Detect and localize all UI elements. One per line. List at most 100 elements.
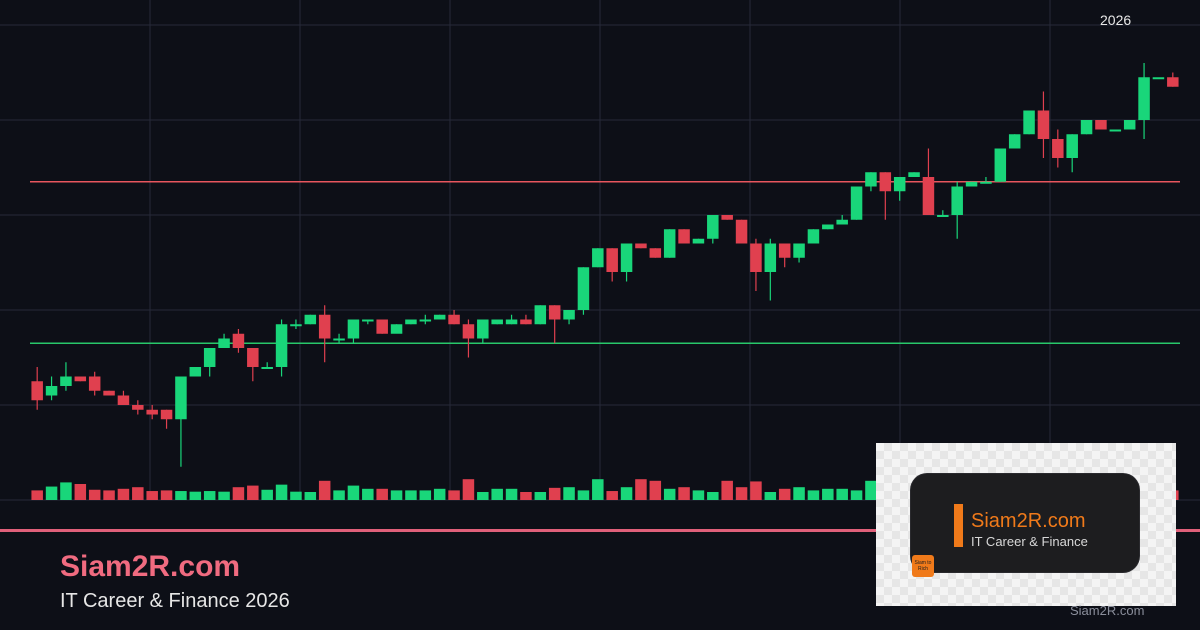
candle xyxy=(965,181,978,187)
candle xyxy=(261,362,273,369)
candle xyxy=(1037,91,1050,158)
candle-body xyxy=(793,243,805,258)
candle xyxy=(433,314,446,320)
candle-body xyxy=(419,319,432,322)
candle xyxy=(592,248,604,268)
candle xyxy=(548,305,561,344)
candle-body xyxy=(74,376,87,382)
candle-body xyxy=(1109,129,1122,132)
candle xyxy=(31,367,43,410)
candle xyxy=(1152,77,1165,80)
candle-body xyxy=(203,348,216,367)
volume-bar xyxy=(74,484,87,500)
volume-bar xyxy=(247,485,259,500)
volume-bar xyxy=(103,490,115,500)
candle xyxy=(117,390,130,405)
candle xyxy=(520,314,532,325)
candle-body xyxy=(376,319,388,334)
candle xyxy=(146,405,158,420)
candle xyxy=(922,148,935,215)
year-label: 2026 xyxy=(1100,12,1132,28)
candle xyxy=(793,243,805,263)
candle xyxy=(362,319,374,325)
candle-body xyxy=(247,348,259,367)
volume-bar xyxy=(663,488,676,500)
volume-bar xyxy=(534,492,547,500)
candle-body xyxy=(1167,77,1179,87)
candle xyxy=(678,229,690,244)
volume-bar xyxy=(376,488,388,500)
candle xyxy=(491,319,503,325)
candle xyxy=(88,371,101,396)
volume-bar xyxy=(117,488,130,500)
candle xyxy=(893,177,906,201)
volume-bar xyxy=(721,480,733,500)
candle xyxy=(1138,63,1150,139)
candle-body xyxy=(534,305,547,325)
candle-body xyxy=(577,267,590,310)
volume-bar xyxy=(793,487,805,500)
logo-title: Siam2R.com xyxy=(971,510,1086,532)
volume-bar xyxy=(189,491,202,500)
price-levels xyxy=(30,181,1180,344)
candle-body xyxy=(117,395,130,405)
candle xyxy=(721,215,733,220)
candle xyxy=(1066,134,1078,173)
candle xyxy=(850,186,863,220)
logo-bar-icon xyxy=(954,504,963,547)
volume-bar xyxy=(735,487,748,500)
candle-body xyxy=(620,243,633,272)
candle xyxy=(1167,72,1179,87)
volume-bar xyxy=(822,488,834,500)
candle xyxy=(1023,110,1035,135)
volume-bar xyxy=(390,490,403,500)
candle xyxy=(419,314,432,325)
candle-body xyxy=(865,172,877,187)
volume-bar xyxy=(60,482,72,500)
volume-bar xyxy=(505,488,518,500)
candle-body xyxy=(937,215,949,217)
candle-body xyxy=(520,319,532,325)
volume-bar xyxy=(577,490,590,500)
volume-bar xyxy=(462,479,475,500)
brand-title: Siam2R.com xyxy=(60,550,241,583)
volume-bar xyxy=(491,488,503,500)
volume-bar xyxy=(649,480,662,500)
volume-bar xyxy=(678,487,690,500)
candle-body xyxy=(60,376,72,386)
volume-bar xyxy=(261,489,273,500)
candle-body xyxy=(678,229,690,244)
candle-body xyxy=(1052,139,1064,158)
candle-body xyxy=(692,238,705,244)
candle-body xyxy=(635,243,647,249)
candle xyxy=(577,267,590,315)
volume-bar xyxy=(146,491,158,500)
volume-bar xyxy=(405,490,417,500)
volume-bar xyxy=(707,492,719,500)
candle xyxy=(994,148,1007,182)
volume-bar xyxy=(290,491,302,500)
candle-body xyxy=(88,376,101,391)
candle-body xyxy=(275,324,288,367)
candle-body xyxy=(807,229,820,244)
volume-bar xyxy=(807,490,820,500)
candle xyxy=(1123,120,1136,130)
candle xyxy=(937,210,949,217)
candles xyxy=(31,63,1179,467)
candle xyxy=(778,243,791,268)
candle-body xyxy=(735,219,748,244)
candle xyxy=(764,238,777,301)
candle xyxy=(390,324,403,334)
volume-bar xyxy=(132,487,144,500)
candle-body xyxy=(721,215,733,220)
candle xyxy=(60,362,72,391)
candle xyxy=(951,181,963,239)
candle xyxy=(1109,129,1122,132)
candle xyxy=(750,238,762,291)
volume-bar xyxy=(347,485,360,500)
volume-bar xyxy=(548,487,561,500)
candle-body xyxy=(405,319,417,325)
candle xyxy=(635,243,647,249)
candle xyxy=(649,248,662,258)
divider-line xyxy=(0,529,1200,532)
